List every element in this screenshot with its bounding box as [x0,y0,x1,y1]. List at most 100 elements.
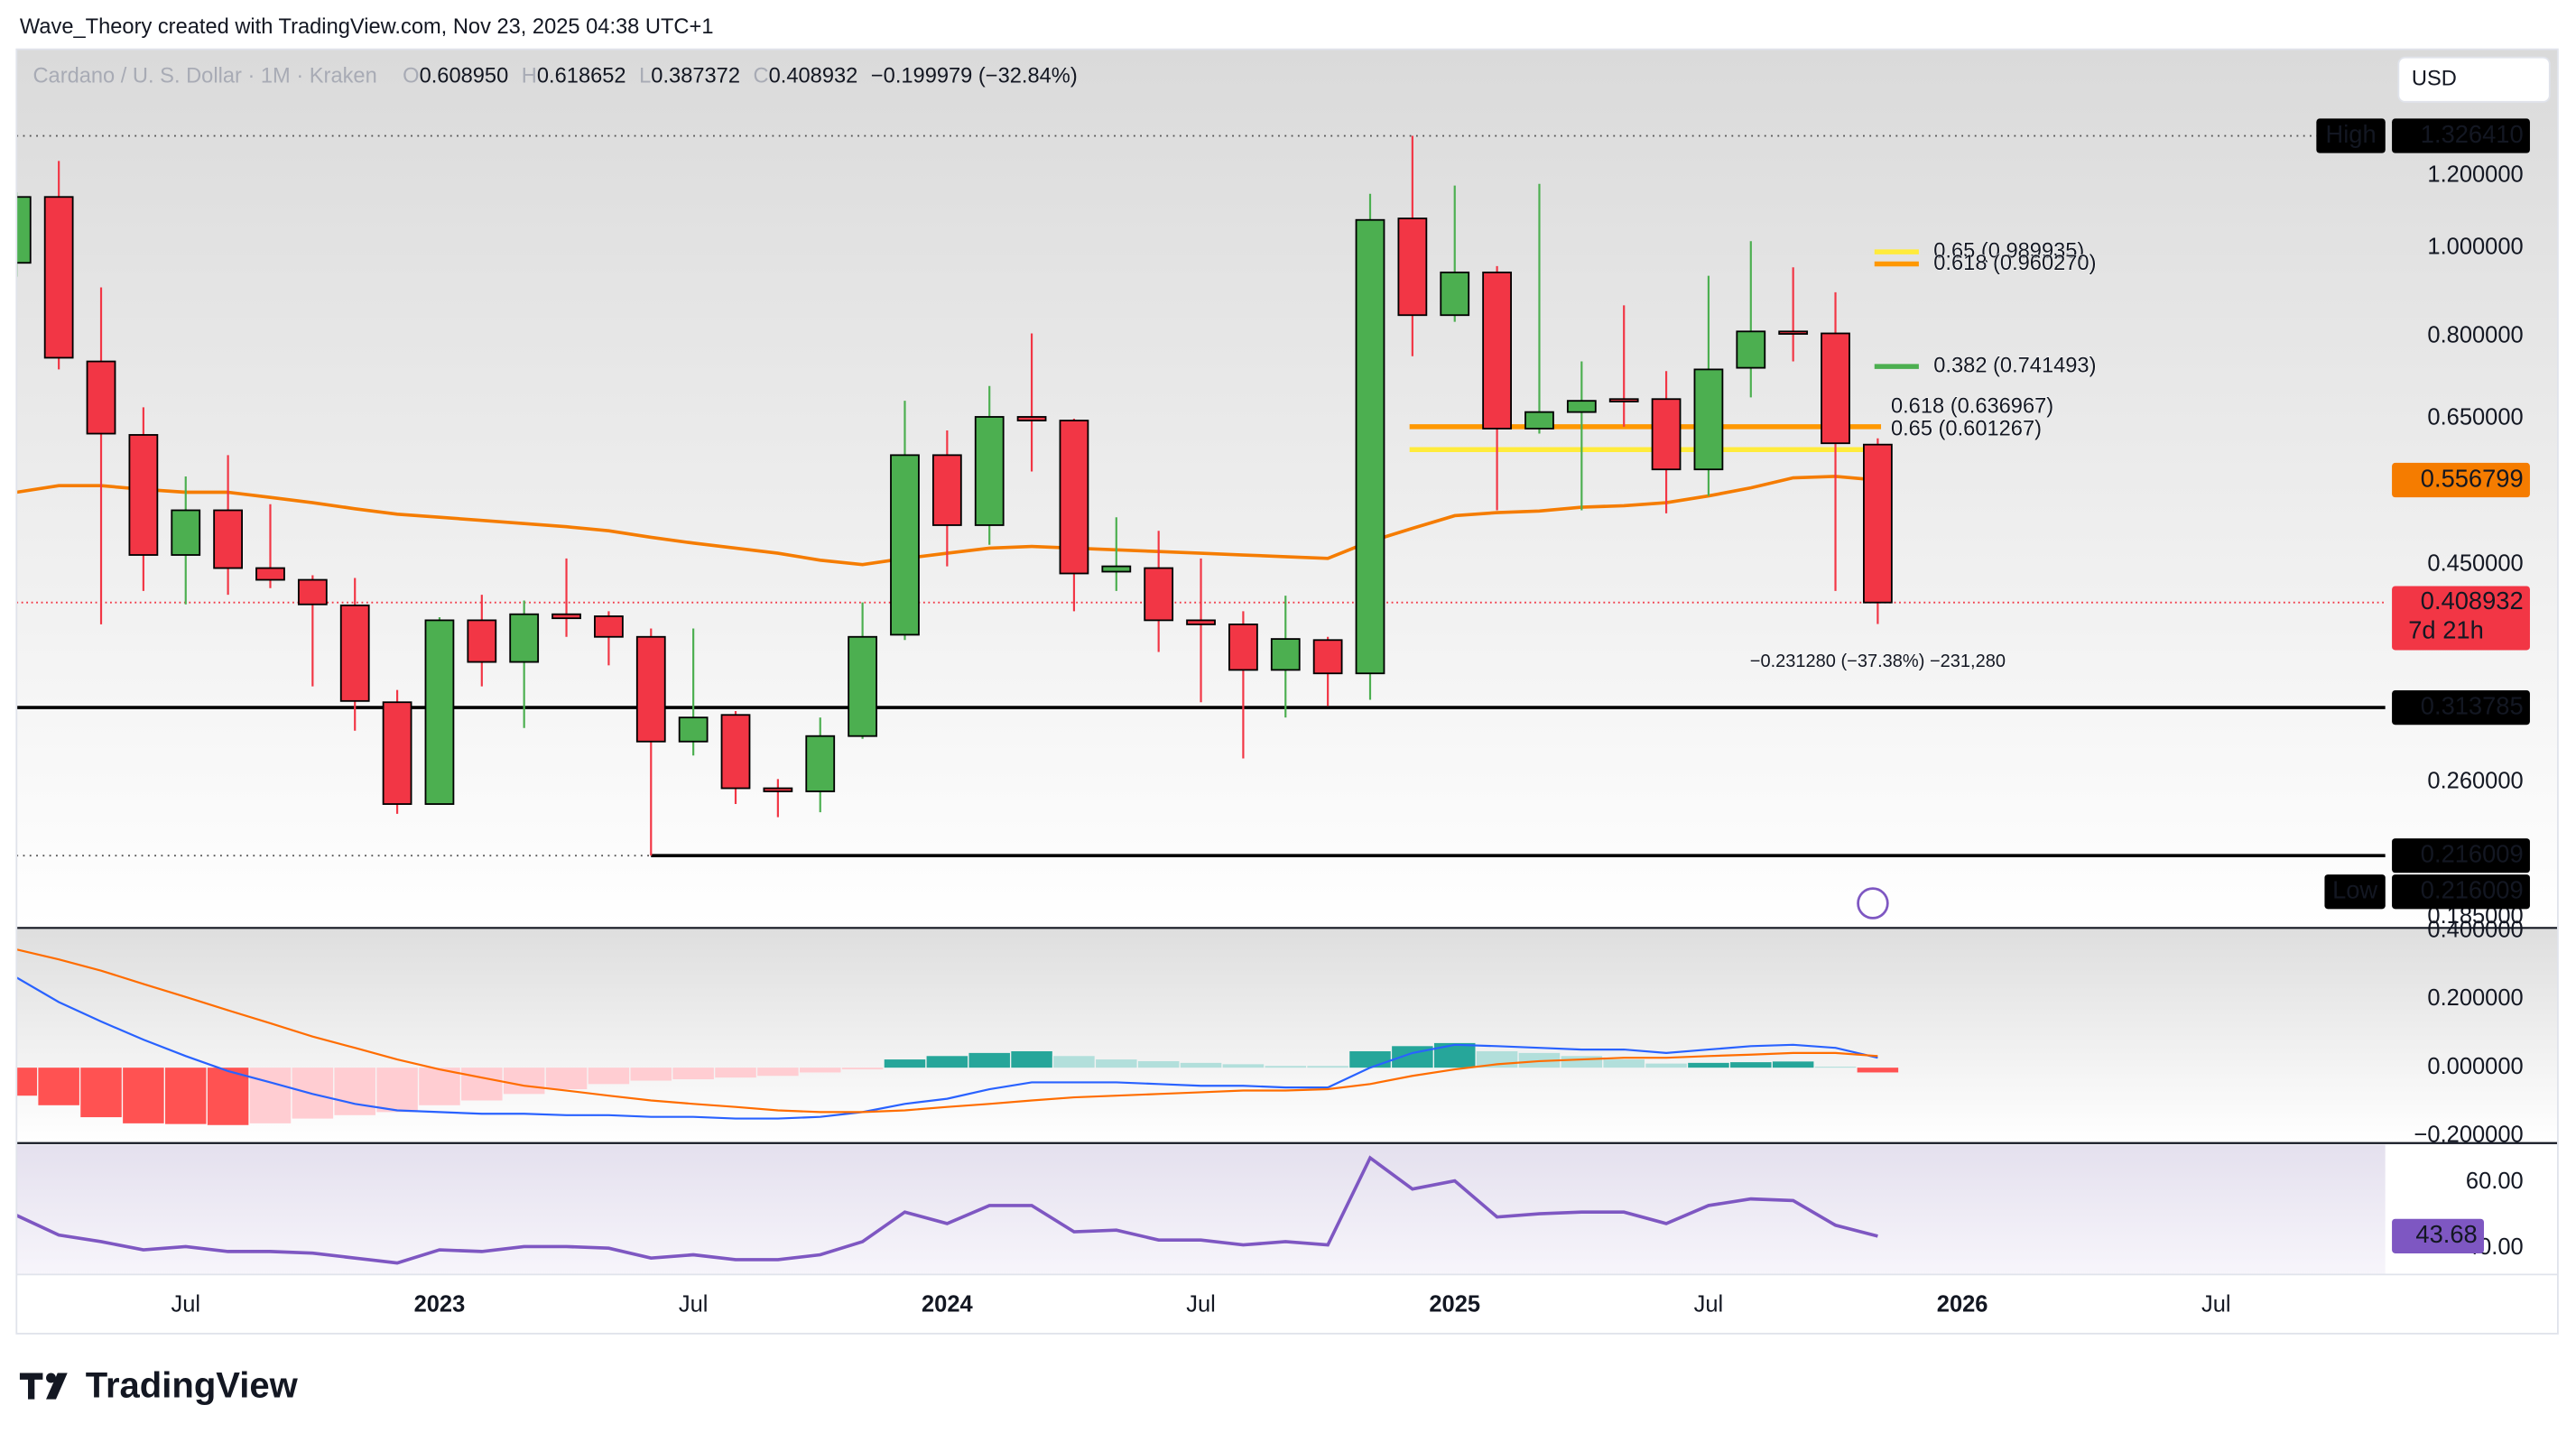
low-value-box [2392,874,2530,910]
signal-line [16,948,1878,1114]
logo-mark [19,1373,43,1400]
y-tick-label: 0.450000 [2427,550,2523,576]
chart-frame [15,48,2559,1335]
x-tick-label: Jul [171,1292,200,1317]
histogram-bar [207,1068,249,1125]
candle-body [1778,330,1809,335]
histogram-bar [672,1068,714,1080]
candle-body [509,613,540,663]
candle-body [171,509,201,556]
y-tick-label: 0.200000 [2427,985,2523,1011]
x-tick-label: 2026 [1937,1292,1988,1317]
histogram-bar [588,1068,630,1085]
currency-box [2397,56,2551,103]
x-tick-label: Jul [1186,1292,1216,1317]
candle-body [1397,217,1428,317]
candle-body [635,635,666,743]
histogram-bar [1688,1062,1729,1068]
high-value-box [2392,118,2530,153]
histogram-bar [123,1068,164,1123]
histogram-bar [1730,1062,1772,1068]
histogram-bar [630,1068,672,1081]
rsi-value: 43.68 [2415,1220,2477,1248]
histogram-bar [80,1068,122,1118]
level-label: 0.65 (0.989935) [1933,239,2084,263]
candle-body [974,416,1005,526]
last-price-box [2392,586,2530,651]
histogram-bar [1222,1064,1265,1068]
watermark-icon [1857,887,1889,920]
histogram-bar [376,1068,418,1113]
histogram-bar [926,1056,968,1068]
histogram-bar [1307,1066,1348,1068]
level-label: 0.65 (0.601267) [1891,418,2042,441]
plot-area: 0.65 (0.989935)0.618 (0.960270) 0.382 (0.… [16,134,2386,920]
candle-body [1863,443,1893,604]
plot-area [16,948,1899,1125]
legend-key: O [403,65,419,88]
candle-body [848,635,877,737]
candle-body [1693,368,1724,471]
candle-body [763,787,793,792]
line-value-box [2392,838,2530,874]
legend-value: 0.387372 [651,65,740,88]
histogram-bar [1772,1061,1814,1068]
panes: 0.1850000.2600000.4500000.6500000.800000… [16,49,2558,1317]
histogram-bar [1349,1050,1391,1068]
candle-body [551,613,581,620]
candle-body [382,701,412,805]
histogram-bar [503,1068,545,1095]
last-price: 0.408932 [2421,587,2524,615]
histogram-bar [884,1059,926,1068]
y-tick-label: 0.800000 [2427,322,2523,347]
candle-body [931,454,962,526]
candle-body [1355,218,1385,675]
rsi-line [16,1155,1878,1265]
candle-body [467,619,497,663]
candle-body [1186,619,1216,625]
candle-body [424,619,455,805]
y-tick-label: 0.260000 [2427,768,2523,793]
candle-body [1482,271,1512,430]
countdown: 7d 21h [2408,616,2484,644]
candle-body [1566,400,1597,413]
candle-body [1101,565,1132,573]
histogram-bar [1814,1067,1857,1068]
candle-body [1144,567,1174,622]
candle-body [678,716,709,743]
candle-body [297,578,328,605]
candle-body [43,196,74,359]
level-label: 0.618 (0.960270) [1933,252,2096,275]
low-value: 0.216009 [2421,875,2524,903]
candle-body [1440,271,1470,317]
low-label-box [2324,874,2386,910]
histogram-bar [1857,1068,1899,1073]
candle-body [16,196,32,264]
x-tick-label: Jul [2201,1292,2231,1317]
level-label: 0.382 (0.741493) [1933,354,2096,377]
histogram-bar [164,1068,207,1124]
candle-body [1270,638,1301,671]
candle-body [720,714,751,790]
candle-body [1608,398,1639,402]
high-label-box [2316,118,2386,153]
histogram-bar [1053,1056,1095,1068]
symbol-legend: Cardano / U. S. Dollar · 1M · Kraken O0.… [32,65,1077,88]
legend-change: −0.199979 (−32.84%) [871,65,1078,88]
line-value: 0.313785 [2421,691,2524,719]
legend-key: H [522,65,537,88]
pane-background [16,928,2558,1142]
candle-body [1312,639,1343,675]
histogram-bar [461,1068,503,1101]
candle-body [86,360,116,435]
currency: USD [2412,68,2457,91]
legend-value: 0.408932 [769,65,858,88]
legend-value: 0.618652 [537,65,626,88]
candle-body [594,615,624,638]
high-label: High [2325,120,2376,148]
histogram-bar [38,1068,79,1105]
logo-text: TradingView [86,1366,299,1406]
candle-body [213,509,243,569]
